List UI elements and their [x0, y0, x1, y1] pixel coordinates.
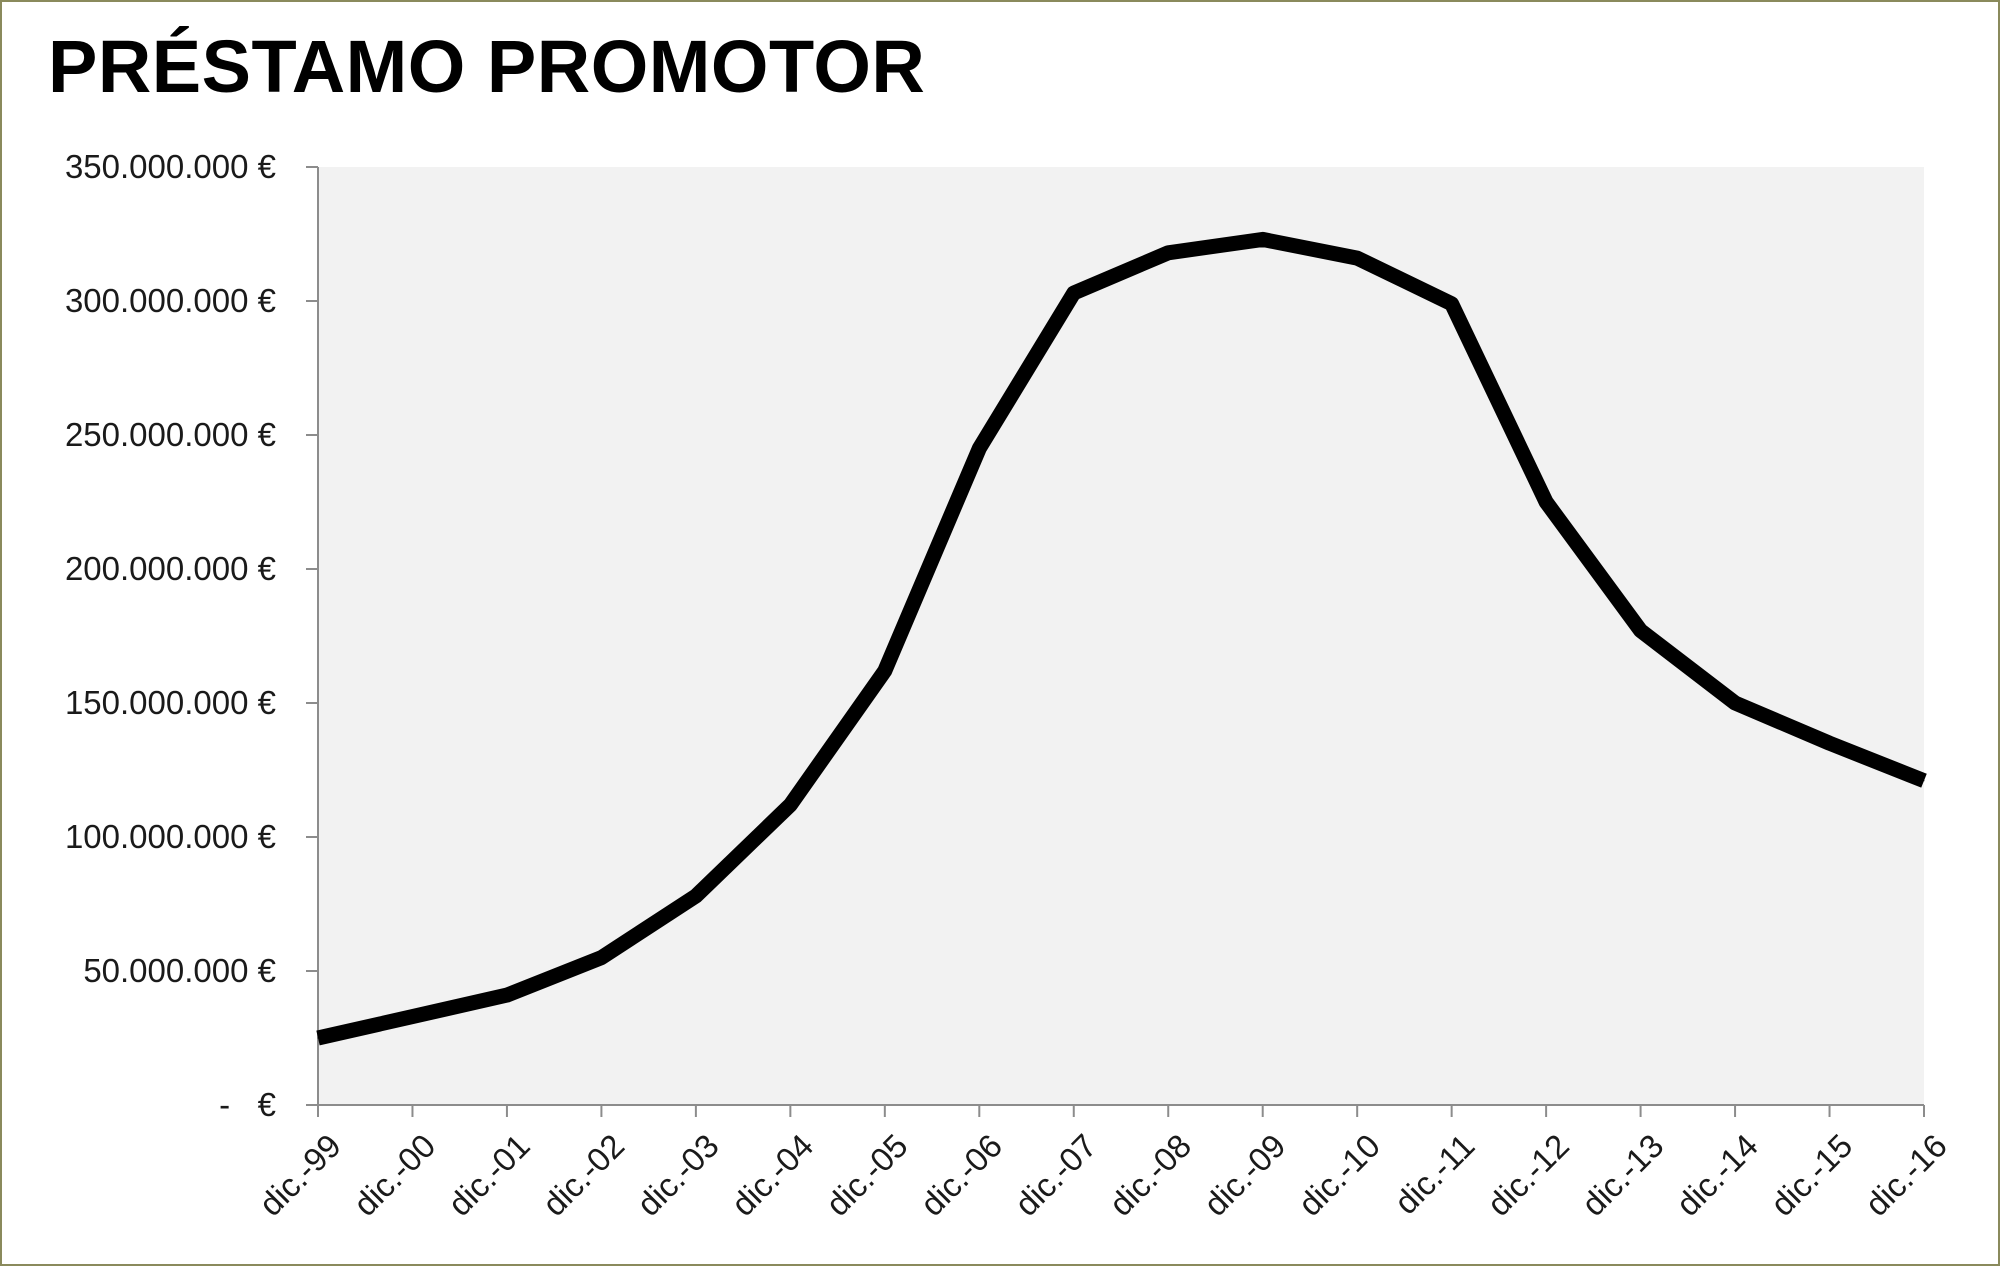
data-point: [1356, 257, 1358, 259]
x-tick-label: dic.-07: [1007, 1127, 1103, 1223]
series-group: [316, 231, 1927, 1046]
data-point: [1923, 780, 1925, 782]
x-tick-label: dic.-14: [1669, 1127, 1765, 1223]
x-tick-label: dic.-09: [1196, 1127, 1292, 1223]
y-tick-label: 250.000.000 €: [65, 416, 276, 453]
x-tick-label: dic.-15: [1763, 1127, 1859, 1223]
y-tick-label: 200.000.000 €: [65, 550, 276, 587]
data-point: [1640, 630, 1642, 632]
x-tick-label: dic.-08: [1102, 1127, 1198, 1223]
series-line: [316, 231, 1927, 1046]
y-tick-label: 50.000.000 €: [83, 952, 276, 989]
data-point: [695, 895, 697, 897]
data-point: [600, 957, 602, 959]
y-tick-label: 150.000.000 €: [65, 684, 276, 721]
data-point: [317, 1037, 319, 1039]
x-tick-label: dic.-01: [441, 1127, 537, 1223]
y-axis: - € 50.000.000 € 100.000.000 € 150.000.000 …: [65, 148, 319, 1123]
data-point: [1073, 292, 1075, 294]
x-tick-label: dic.-16: [1858, 1127, 1954, 1223]
data-point: [1829, 742, 1831, 744]
data-point: [978, 447, 980, 449]
y-tick-label: 350.000.000 €: [65, 148, 276, 185]
chart-title: PRÉSTAMO PROMOTOR: [48, 25, 926, 108]
y-tick-label: - €: [219, 1086, 276, 1123]
data-point: [1545, 501, 1547, 503]
x-tick-label: dic.-04: [724, 1127, 820, 1223]
plot-area: [318, 167, 1924, 1105]
x-tick-label: dic.-06: [913, 1127, 1009, 1223]
data-point: [1262, 238, 1264, 240]
data-point: [884, 670, 886, 672]
x-axis: dic.-99dic.-00dic.-01dic.-02dic.-03dic.-…: [252, 1104, 1954, 1223]
x-tick-label: dic.-03: [630, 1127, 726, 1223]
x-tick-label: dic.-00: [346, 1127, 442, 1223]
data-point: [411, 1016, 413, 1018]
y-tick-label: 100.000.000 €: [65, 818, 276, 855]
y-tick-label: 300.000.000 €: [65, 282, 276, 319]
x-tick-label: dic.-10: [1291, 1127, 1387, 1223]
x-tick-label: dic.-11: [1387, 1127, 1481, 1221]
x-tick-label: dic.-12: [1480, 1127, 1576, 1223]
x-tick-label: dic.-02: [535, 1127, 631, 1223]
data-point: [1167, 252, 1169, 254]
data-point: [1451, 303, 1453, 305]
data-point: [506, 994, 508, 996]
x-tick-label: dic.-05: [819, 1127, 915, 1223]
data-point: [1734, 702, 1736, 704]
data-point: [789, 804, 791, 806]
x-tick-label: dic.-13: [1574, 1127, 1670, 1223]
x-tick-label: dic.-99: [252, 1127, 348, 1223]
